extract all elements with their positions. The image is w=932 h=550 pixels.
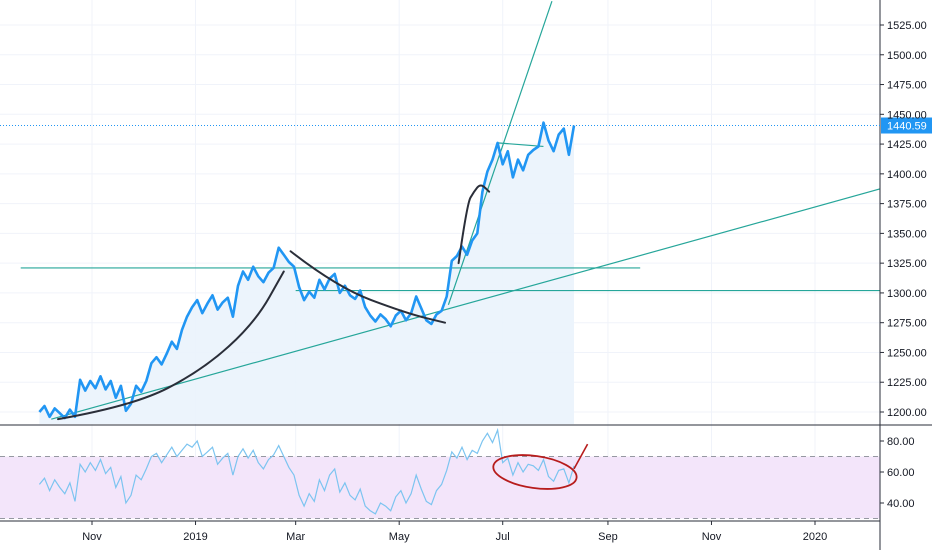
price-tick-label-1: 1225.00 bbox=[887, 377, 927, 389]
price-tick-label-6: 1350.00 bbox=[887, 228, 927, 240]
grid bbox=[0, 0, 880, 519]
price-tick-label-5: 1325.00 bbox=[887, 258, 927, 270]
rsi-series bbox=[38, 427, 575, 515]
rsi-band bbox=[0, 456, 880, 519]
price-area-fill bbox=[39, 122, 574, 424]
price-tick-label-2: 1250.00 bbox=[887, 347, 927, 359]
rsi-line bbox=[38, 427, 575, 515]
time-tick-label-2: Mar bbox=[286, 531, 305, 543]
price-tick-label-9: 1425.00 bbox=[887, 139, 927, 151]
time-tick-label-1: 2019 bbox=[183, 531, 207, 543]
last-price-label: 1440.59 bbox=[887, 121, 927, 133]
drawn-curves bbox=[57, 184, 491, 421]
price-tick-label-12: 1500.00 bbox=[887, 50, 927, 62]
time-tick-label-5: Sep bbox=[598, 531, 618, 543]
price-tick-label-4: 1300.00 bbox=[887, 288, 927, 300]
rsi-tick-label-1: 60.00 bbox=[887, 467, 915, 479]
price-axis[interactable]: 1200.00 1225.00 1250.00 1275.00 1300.00 1325.… bbox=[880, 20, 927, 419]
last-price-tag bbox=[881, 117, 932, 134]
last-price-marker: 1440.59 bbox=[0, 117, 932, 134]
rsi-band-fill bbox=[0, 456, 880, 519]
price-area bbox=[39, 122, 574, 424]
rsi-tick-label-2: 80.00 bbox=[887, 436, 915, 448]
price-tick-label-7: 1375.00 bbox=[887, 199, 927, 211]
rsi-axis[interactable]: 40.00 60.00 80.00 bbox=[880, 436, 915, 510]
time-tick-label-7: 2020 bbox=[803, 531, 827, 543]
time-axis[interactable]: Nov 2019 Mar May Jul Sep Nov 2020 bbox=[82, 521, 827, 543]
price-tick-label-3: 1275.00 bbox=[887, 318, 927, 330]
price-tick-label-11: 1475.00 bbox=[887, 80, 927, 92]
drawn-curve-0 bbox=[57, 270, 285, 421]
price-series bbox=[38, 121, 576, 420]
price-line bbox=[38, 121, 576, 420]
time-tick-label-4: Jul bbox=[496, 531, 510, 543]
trend-line-0 bbox=[51, 188, 880, 420]
annotation-ellipse bbox=[492, 454, 578, 490]
drawn-curve-2 bbox=[457, 184, 491, 265]
rsi-annotation bbox=[492, 443, 589, 490]
price-tick-label-8: 1400.00 bbox=[887, 169, 927, 181]
time-tick-label-0: Nov bbox=[82, 531, 102, 543]
time-tick-label-6: Nov bbox=[702, 531, 722, 543]
annotation-tick bbox=[573, 443, 589, 470]
trend-line-4 bbox=[497, 142, 544, 148]
time-tick-label-3: May bbox=[389, 531, 410, 543]
rsi-tick-label-0: 40.00 bbox=[887, 498, 915, 510]
price-tick-label-13: 1525.00 bbox=[887, 20, 927, 32]
price-tick-label-10: 1450.00 bbox=[887, 109, 927, 121]
drawn-curve-1 bbox=[289, 250, 447, 324]
price-tick-label-0: 1200.00 bbox=[887, 407, 927, 419]
